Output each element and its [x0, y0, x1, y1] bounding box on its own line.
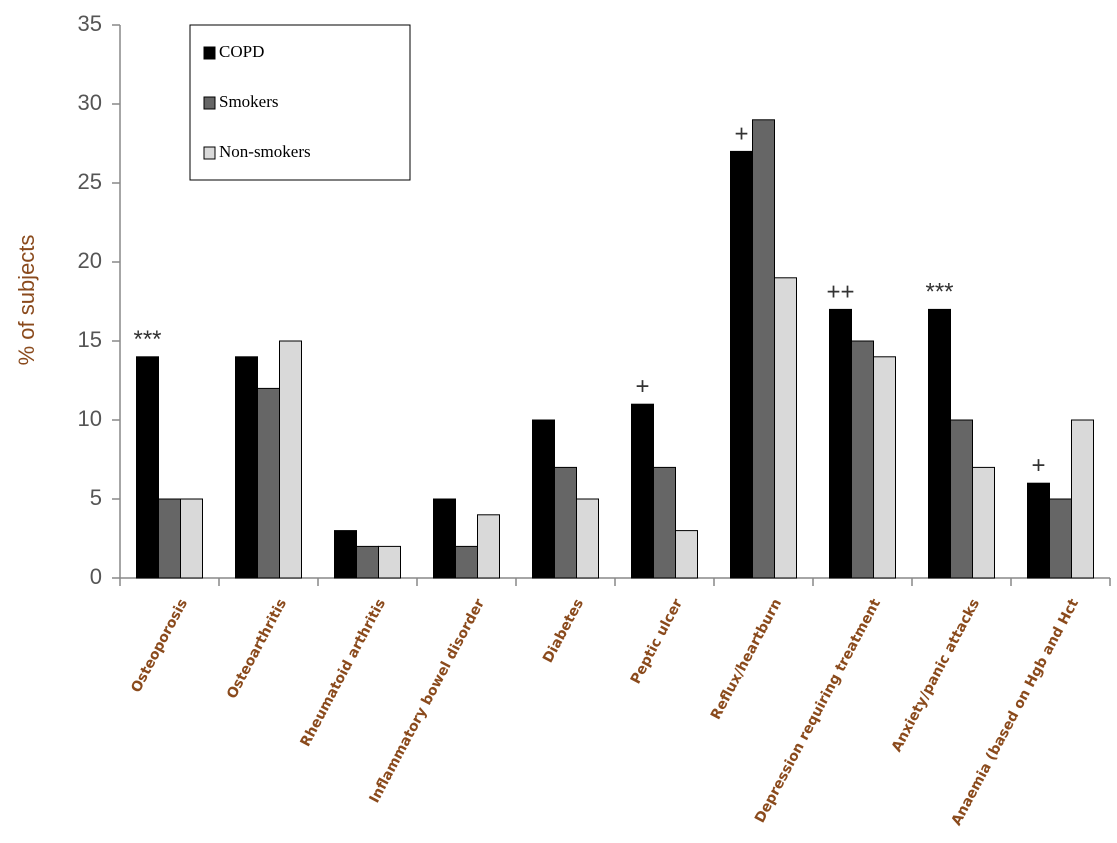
bar: [1071, 419, 1094, 579]
x-tick-label: Osteoporosis: [128, 596, 191, 695]
y-tick-label: 15: [78, 327, 102, 352]
x-tick-label: Rheumatoid arthritis: [298, 596, 389, 749]
x-tick-label: Diabetes: [540, 596, 587, 665]
legend-swatch: [203, 146, 216, 160]
bar: [752, 119, 775, 579]
bar: [257, 387, 280, 579]
y-tick-label: 5: [90, 485, 102, 510]
bar: [675, 530, 698, 579]
bar: [631, 403, 654, 579]
bar: [235, 356, 258, 579]
x-tick-label: Peptic ulcer: [628, 596, 686, 687]
x-tick-label: Reflux/heartburn: [708, 596, 785, 722]
legend-box: [189, 24, 411, 181]
bar: [1049, 498, 1072, 579]
bar: [554, 466, 577, 579]
bar: [972, 466, 995, 579]
significance: +: [734, 120, 748, 147]
x-tick-label: Osteoarthritis: [224, 596, 290, 701]
bar: [576, 498, 599, 579]
legend-label: Smokers: [219, 92, 279, 111]
significance: +: [635, 373, 649, 400]
y-tick-label: 25: [78, 169, 102, 194]
y-tick-label: 0: [90, 564, 102, 589]
bar: [851, 340, 874, 579]
significance: ***: [925, 278, 953, 305]
x-tick-label: Inflammatory bowel disorder: [367, 596, 489, 806]
y-tick-label: 30: [78, 90, 102, 115]
y-tick-label: 10: [78, 406, 102, 431]
bar: [356, 545, 379, 579]
bar: [829, 308, 852, 579]
x-tick-label: Depression requiring treatment: [752, 596, 884, 826]
bar: [1027, 482, 1050, 579]
bar: [477, 514, 500, 579]
legend-swatch: [203, 46, 216, 60]
significance: +: [1031, 452, 1045, 479]
bar: [774, 277, 797, 579]
y-tick-label: 20: [78, 248, 102, 273]
bar: [378, 545, 401, 579]
legend-label: Non-smokers: [219, 142, 311, 161]
y-tick-label: 35: [78, 11, 102, 36]
significance: ***: [133, 326, 161, 353]
bar: [136, 356, 159, 579]
bar: [334, 530, 357, 579]
bar: [873, 356, 896, 579]
bar: [158, 498, 181, 579]
bar: [950, 419, 973, 579]
bar: [730, 150, 753, 579]
legend-swatch: [203, 96, 216, 110]
bar: [653, 466, 676, 579]
bar: [532, 419, 555, 579]
bar: [279, 340, 302, 579]
y-axis-label: % of subjects: [14, 235, 39, 366]
bar: [928, 308, 951, 579]
bar: [455, 545, 478, 579]
x-tick-label: Anxiety/panic attacks: [889, 596, 983, 754]
significance: ++: [826, 278, 854, 305]
bar: [433, 498, 456, 579]
legend-label: COPD: [219, 42, 264, 61]
bar: [180, 498, 203, 579]
